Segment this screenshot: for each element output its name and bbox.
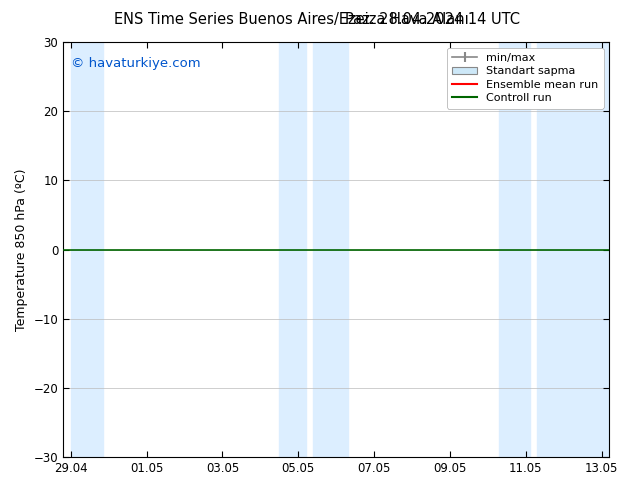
Bar [71, 42, 103, 457]
Bar [280, 42, 306, 457]
Y-axis label: Temperature 850 hPa (ºC): Temperature 850 hPa (ºC) [15, 169, 28, 331]
Text: ENS Time Series Buenos Aires/Ezeiza Hava Alanı: ENS Time Series Buenos Aires/Ezeiza Hava… [114, 12, 469, 27]
Text: © havaturkiye.com: © havaturkiye.com [72, 56, 201, 70]
Bar [313, 42, 347, 457]
Text: Paz. 28.04.2024 14 UTC: Paz. 28.04.2024 14 UTC [345, 12, 520, 27]
Legend: min/max, Standart sapma, Ensemble mean run, Controll run: min/max, Standart sapma, Ensemble mean r… [447, 48, 604, 109]
Bar [537, 42, 609, 457]
Bar [499, 42, 529, 457]
